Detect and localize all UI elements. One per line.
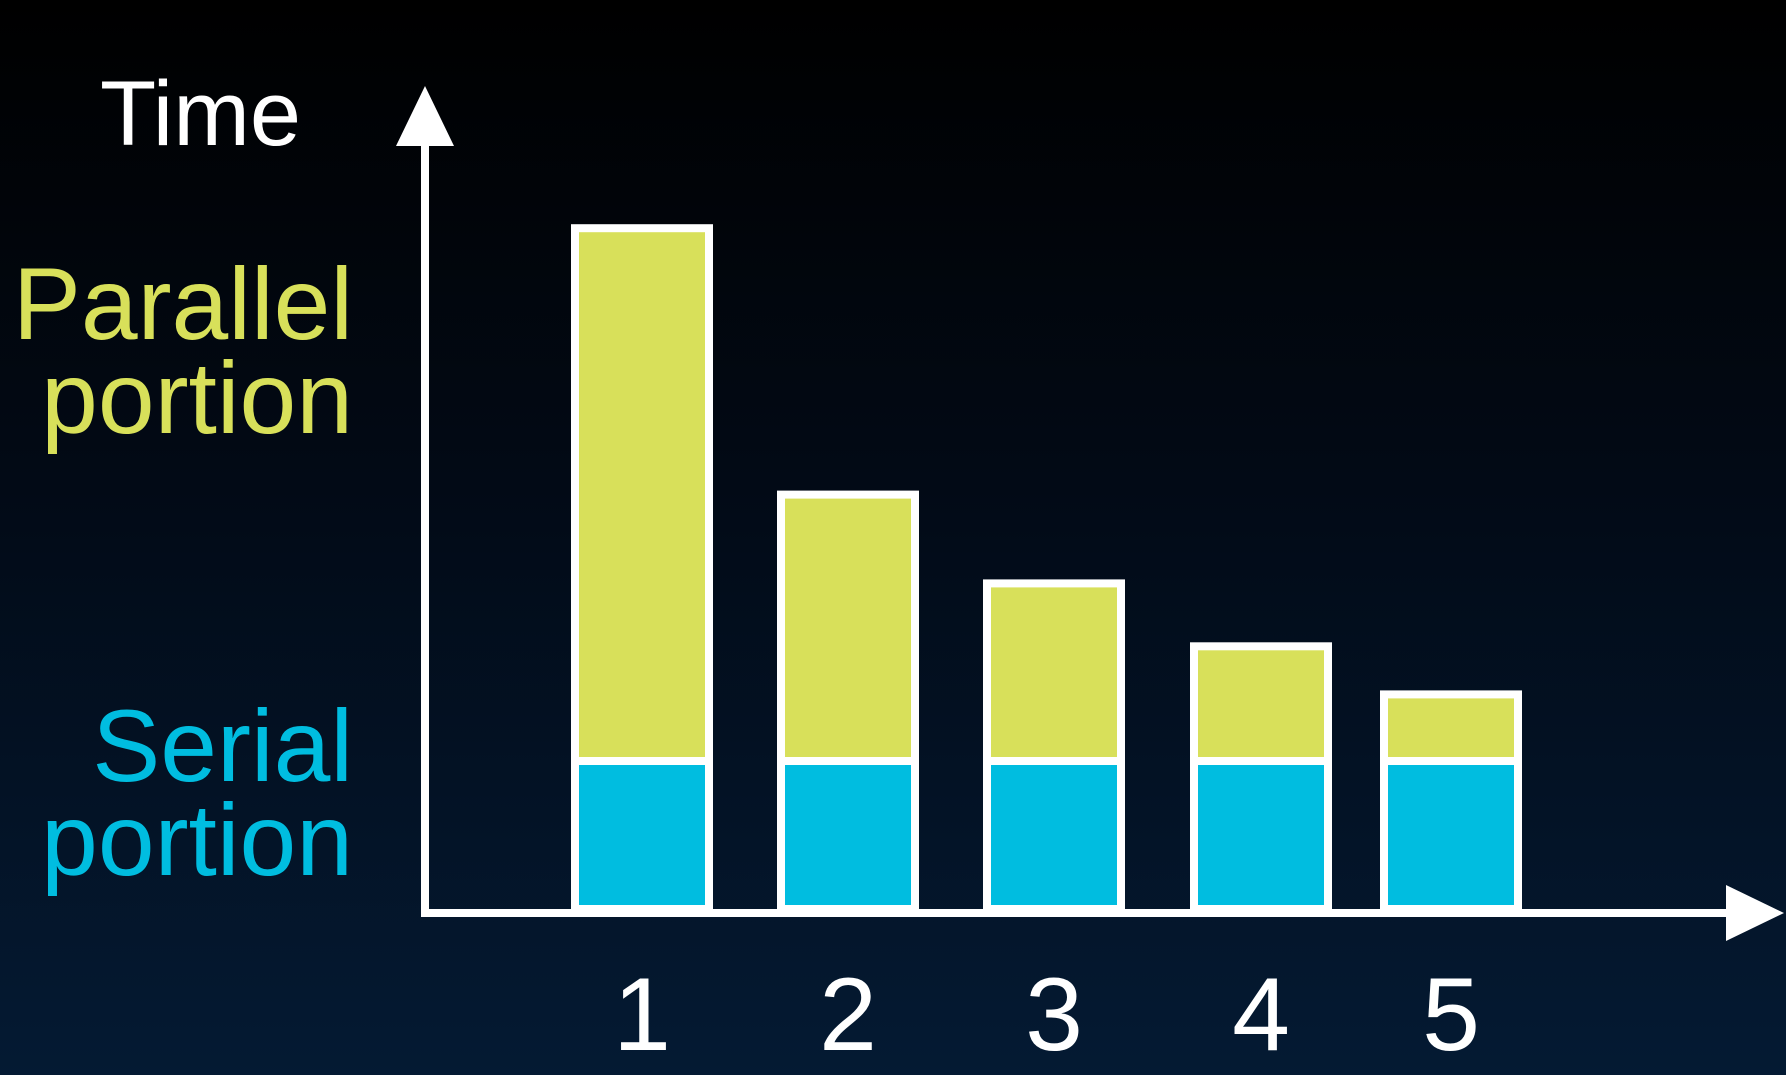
x-tick-label-3: 3 bbox=[1025, 957, 1083, 1073]
bar-serial-2 bbox=[777, 757, 919, 913]
legend-serial-portion: Serial portion bbox=[41, 689, 353, 897]
legend-serial-word-0: Serial bbox=[92, 689, 353, 803]
axes-layer bbox=[396, 86, 1784, 941]
y-axis-title: Time bbox=[100, 63, 302, 165]
x-tick-label-5: 5 bbox=[1422, 957, 1480, 1073]
x-axis-arrow-icon bbox=[1726, 885, 1784, 941]
x-tick-label-4: 4 bbox=[1232, 957, 1290, 1073]
bar-parallel-3 bbox=[983, 579, 1125, 766]
bar-serial-4 bbox=[1190, 757, 1332, 913]
x-tick-labels: 1 2 3 4 5 bbox=[613, 957, 1480, 1073]
bar-parallel-4 bbox=[1190, 642, 1332, 765]
legend-parallel-word-0: Parallel bbox=[12, 247, 353, 361]
bar-parallel-1 bbox=[571, 224, 713, 765]
bar-parallel-5 bbox=[1380, 690, 1522, 766]
x-tick-label-1: 1 bbox=[613, 957, 671, 1073]
bar-parallel-2 bbox=[777, 490, 919, 765]
legend-serial-word-1: portion bbox=[41, 782, 353, 897]
bars-layer bbox=[571, 224, 1522, 913]
legend-parallel-word-1: portion bbox=[41, 340, 353, 455]
bar-serial-5 bbox=[1380, 757, 1522, 913]
bar-serial-1 bbox=[571, 757, 713, 913]
bar-serial-3 bbox=[983, 757, 1125, 913]
x-tick-label-2: 2 bbox=[819, 957, 877, 1073]
legend-parallel-portion: Parallel portion bbox=[12, 247, 353, 455]
y-axis-arrow-icon bbox=[396, 86, 454, 146]
